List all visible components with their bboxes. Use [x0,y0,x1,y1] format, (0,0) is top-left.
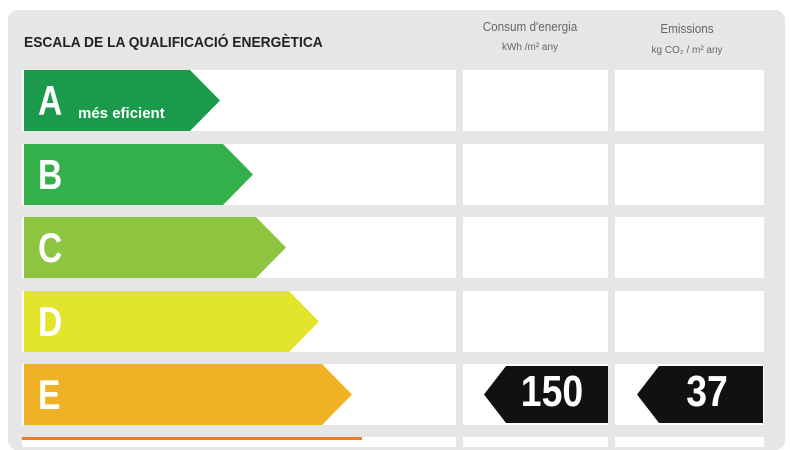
row-cell [615,437,764,447]
value-tag [484,366,608,423]
rating-letter: E [38,371,61,418]
row-cell [615,143,764,205]
column-unit: kg CO₂ / m² any [651,45,723,56]
rating-arrow [24,70,220,131]
rating-letter: C [38,224,63,271]
row-cell [463,290,608,352]
column-title: Emissions [660,21,714,36]
consumption-value: 150 [520,367,584,416]
column-title: Consum d'energia [482,19,578,34]
rating-arrow [24,143,253,205]
rating-arrow [24,290,319,352]
row-cell [615,217,764,278]
row-cell [615,290,764,352]
row-cell [463,217,608,278]
value-tag [637,366,763,423]
row-cell [463,143,608,205]
column-unit: kWh /m² any [501,42,559,53]
row-cell [463,70,608,131]
row-cell [463,437,608,447]
page: ESCALA DE LA QUALIFICACIÓ ENERGÈTICA Con… [8,10,785,450]
emissions-value: 37 [686,367,728,416]
next-arrow [22,437,362,440]
rating-letter: D [38,297,63,345]
rating-arrow [24,217,286,278]
rating-arrow [24,364,352,425]
title: ESCALA DE LA QUALIFICACIÓ ENERGÈTICA [24,34,323,51]
row-cell [615,70,764,131]
rating-note: més eficient [78,105,165,122]
rating-letter: A [38,77,63,124]
rating-letter: B [38,150,63,198]
